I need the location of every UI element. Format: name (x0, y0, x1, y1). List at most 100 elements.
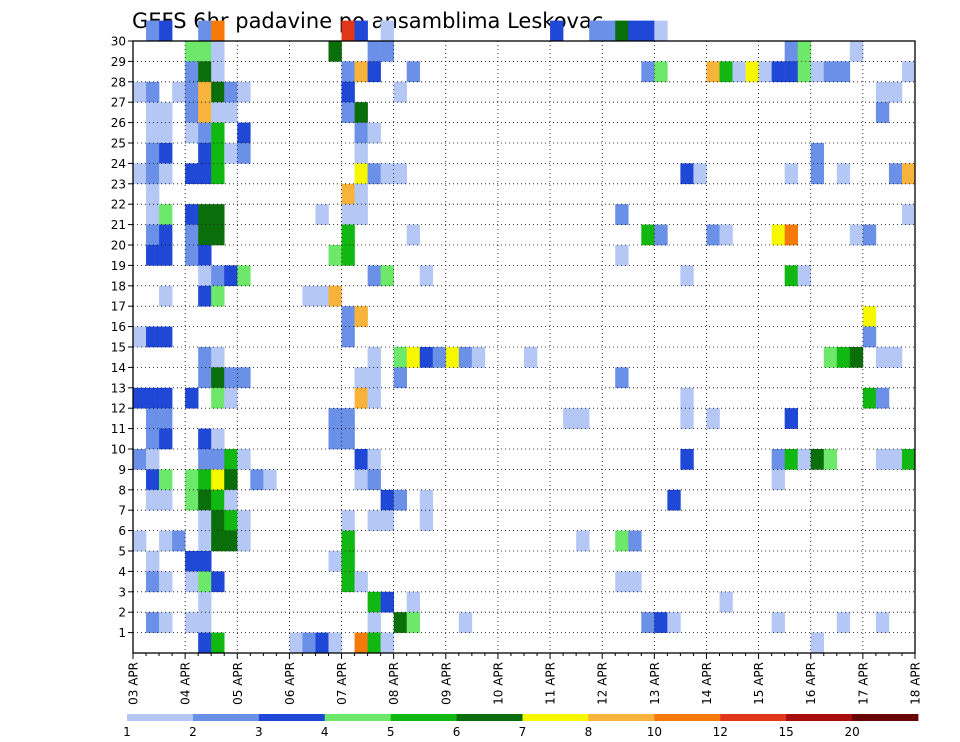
heatmap-cell (146, 122, 160, 144)
heatmap-cell (172, 530, 186, 552)
heatmap-cell (146, 224, 160, 246)
y-tick-label: 7 (118, 504, 126, 518)
heatmap-cell (211, 469, 225, 491)
heatmap-cell (393, 163, 407, 185)
heatmap-cell (159, 163, 173, 185)
heatmap-cell (901, 204, 916, 225)
heatmap-cell (198, 449, 212, 470)
heatmap-cell (354, 61, 368, 83)
heatmap-cell (211, 20, 225, 42)
heatmap-cell (198, 143, 212, 164)
heatmap-cell (458, 347, 473, 368)
heatmap-cell (367, 449, 381, 470)
heatmap-cell (823, 347, 838, 368)
x-tick-label: 06 APR (283, 662, 297, 705)
heatmap-cell (758, 61, 772, 83)
heatmap-cell (159, 204, 173, 225)
x-tick-label: 13 APR (648, 662, 662, 705)
heatmap-cell (185, 612, 199, 633)
heatmap-cell (380, 632, 394, 654)
heatmap-cell (211, 204, 225, 225)
heatmap-cell (380, 20, 394, 42)
y-tick-label: 10 (111, 443, 126, 457)
heatmap-cell (367, 41, 381, 62)
heatmap-cell (237, 81, 251, 103)
heatmap-cell (836, 61, 851, 83)
heatmap-cell (367, 387, 381, 409)
heatmap-cell (159, 102, 173, 123)
heatmap-cell (354, 367, 368, 389)
y-tick-label: 19 (111, 259, 126, 273)
colorbar-label: 20 (844, 725, 859, 739)
heatmap-cell (367, 265, 381, 287)
heatmap-cell (341, 183, 355, 205)
heatmap-cell (146, 143, 160, 164)
heatmap-cell (367, 632, 381, 654)
heatmap-cell (367, 469, 381, 491)
heatmap-cell (211, 61, 225, 83)
heatmap-cell (341, 20, 355, 42)
heatmap-cell (680, 449, 694, 470)
y-tick-label: 6 (118, 524, 126, 538)
heatmap-cell (354, 163, 368, 185)
y-tick-label: 3 (118, 585, 126, 599)
heatmap-cell (706, 408, 720, 429)
heatmap-cell (224, 387, 238, 409)
x-tick-label: 14 APR (700, 662, 714, 705)
heatmap-cell (784, 224, 798, 246)
heatmap-cell (159, 408, 173, 429)
heatmap-cell (328, 41, 342, 62)
colorbar-label: 5 (387, 725, 395, 739)
heatmap-cell (628, 530, 642, 552)
heatmap-cell (198, 163, 212, 185)
y-tick-label: 27 (111, 96, 126, 110)
x-tick-label: 04 APR (179, 662, 193, 705)
y-tick-label: 25 (111, 137, 126, 151)
heatmap-cell (719, 591, 733, 613)
heatmap-cell (211, 449, 225, 470)
heatmap-cell (185, 41, 199, 62)
x-tick-label: 08 APR (387, 662, 401, 705)
heatmap-cell (862, 306, 877, 327)
heatmap-cell (198, 122, 212, 144)
heatmap-cell (341, 204, 355, 225)
x-tick-label: 09 APR (439, 662, 453, 705)
heatmap-cell (341, 408, 355, 429)
heatmap-cell (198, 632, 212, 654)
heatmap-cell (159, 489, 173, 511)
colorbar-label: 10 (647, 725, 662, 739)
heatmap-cell (198, 489, 212, 511)
heatmap-cell (237, 449, 251, 470)
colorbar: 1 2 3 4 5 6 7 8 10 12 15 20 (123, 714, 919, 739)
colorbar-label: 1 (123, 725, 131, 739)
heatmap-cell (224, 469, 238, 491)
heatmap-cell (224, 143, 238, 164)
heatmap-cell (615, 367, 629, 389)
heatmap-cell (406, 612, 421, 633)
axes: 1234567891011121314151617181920212223242… (111, 35, 923, 705)
heatmap-cell (211, 632, 225, 654)
x-tick-label: 18 APR (909, 662, 923, 705)
y-tick-label: 17 (111, 300, 126, 314)
colorbar-label: 12 (713, 725, 728, 739)
heatmap-cell (771, 224, 785, 246)
y-tick-label: 12 (111, 402, 126, 416)
heatmap-cell (784, 41, 798, 62)
heatmap-cell (771, 449, 785, 470)
heatmap-cell (159, 387, 173, 409)
heatmap-cell (628, 20, 642, 42)
heatmap-cell (836, 163, 851, 185)
colorbar-label: 8 (585, 725, 593, 739)
heatmap-cell (849, 347, 864, 368)
heatmap-cell (406, 591, 421, 613)
heatmap-cell (406, 61, 421, 83)
heatmap-cell (198, 102, 212, 123)
heatmap-cell (862, 326, 877, 348)
x-tick-label: 05 APR (231, 662, 245, 705)
heatmap-cell (237, 122, 251, 144)
heatmap-cell (784, 61, 798, 83)
heatmap-cell (211, 285, 225, 307)
heatmap-cell (471, 347, 486, 368)
heatmap-cell (367, 347, 381, 368)
